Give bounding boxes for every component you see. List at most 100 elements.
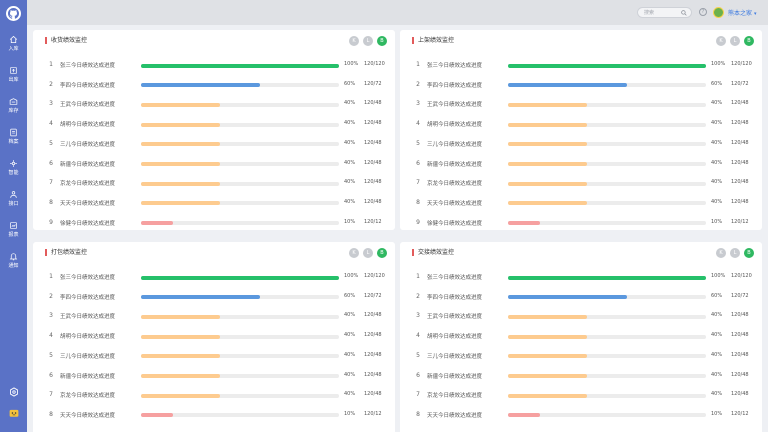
search-input[interactable]: 搜索	[637, 7, 692, 18]
rank-number: 6	[49, 371, 53, 379]
sidebar-item-1[interactable]: 出库	[0, 64, 27, 94]
progress-percent: 40%	[344, 332, 356, 339]
monitor-panel: 收货绩效监控 K L B 1 张三今日绩效达成进度 100% 120/120 2 李四今日绩效达成…	[33, 30, 395, 230]
progress-count: 120/48	[731, 179, 749, 186]
progress-percent: 40%	[344, 179, 356, 186]
avatar[interactable]	[713, 7, 724, 18]
progress-percent: 40%	[711, 332, 723, 339]
progress-percent: 100%	[711, 61, 726, 67]
progress-percent: 100%	[344, 273, 359, 279]
panel-title: 打包绩效监控	[45, 249, 87, 256]
progress-percent: 40%	[344, 159, 356, 166]
rank-number: 7	[416, 391, 420, 399]
progress-count: 120/48	[731, 120, 749, 127]
progress-fill	[141, 334, 221, 339]
list-item: 8 天天今日绩效达成进度 10% 120/12	[33, 405, 395, 425]
row-label: 新疆今日绩效达成进度	[60, 161, 116, 168]
progress-bar	[508, 354, 706, 359]
panel-control-button[interactable]: L	[363, 248, 373, 258]
panel-control-button[interactable]: L	[363, 36, 373, 46]
progress-fill	[508, 201, 588, 206]
sidebar-item-7[interactable]: 通知	[0, 250, 27, 280]
smart-icon	[10, 160, 17, 167]
progress-count: 120/12	[731, 410, 749, 417]
progress-percent: 10%	[711, 218, 723, 225]
panel-control-button[interactable]: K	[716, 248, 726, 258]
rank-number: 8	[416, 410, 420, 418]
sidebar-item-0[interactable]: 入库	[0, 33, 27, 63]
sidebar-item-4[interactable]: 智能	[0, 157, 27, 187]
progress-percent: 100%	[711, 273, 726, 279]
progress-fill	[508, 275, 706, 280]
list-item: 2 李四今日绩效达成进度 60% 120/72	[33, 287, 395, 307]
github-logo-icon[interactable]	[6, 6, 21, 21]
list-item: 3 王武今日绩效达成进度 40% 120/48	[400, 306, 762, 326]
panel-control-button[interactable]: L	[730, 248, 740, 258]
row-label: 王武今日绩效达成进度	[427, 102, 483, 109]
progress-count: 120/48	[731, 312, 749, 319]
progress-count: 120/48	[364, 139, 382, 146]
sidebar-item-5[interactable]: 接口	[0, 188, 27, 218]
panel-control-button[interactable]: B	[377, 36, 387, 46]
panel-control-button[interactable]: K	[349, 36, 359, 46]
row-label: 三儿今日绩效达成进度	[60, 353, 116, 360]
progress-fill	[141, 122, 221, 127]
sidebar-item-3[interactable]: 档案	[0, 126, 27, 156]
progress-bar	[141, 413, 339, 418]
progress-percent: 40%	[344, 139, 356, 146]
rank-number: 3	[49, 312, 53, 320]
rank-number: 2	[49, 80, 53, 88]
search-icon[interactable]	[681, 9, 687, 16]
progress-count: 120/120	[731, 61, 752, 67]
panel-control-button[interactable]: K	[349, 248, 359, 258]
rank-number: 6	[416, 371, 420, 379]
progress-bar	[508, 334, 706, 339]
rank-number: 4	[49, 332, 53, 340]
progress-count: 120/120	[364, 273, 385, 279]
progress-bar	[508, 295, 706, 300]
progress-count: 120/48	[364, 120, 382, 127]
progress-percent: 40%	[344, 198, 356, 205]
panel-control-button[interactable]: K	[716, 36, 726, 46]
panel-control-button[interactable]: B	[744, 248, 754, 258]
progress-fill	[508, 102, 588, 107]
progress-bar	[508, 314, 706, 319]
progress-count: 120/48	[731, 332, 749, 339]
row-label: 天天今日绩效达成进度	[427, 412, 483, 419]
list-item: 6 新疆今日绩效达成进度 40% 120/48	[400, 366, 762, 386]
progress-fill	[141, 102, 221, 107]
progress-fill	[508, 295, 627, 300]
progress-percent: 40%	[344, 391, 356, 398]
progress-fill	[141, 393, 221, 398]
rank-number: 4	[416, 120, 420, 128]
rank-number: 1	[416, 273, 420, 280]
progress-fill	[141, 314, 221, 319]
user-menu[interactable]: 熊本之家 ▾	[728, 8, 756, 17]
panel-control-button[interactable]: L	[730, 36, 740, 46]
monitor-panel: 交接绩效监控 K L B 1 张三今日绩效达成进度 100% 120/120 2 李四今日绩效达成…	[400, 242, 762, 432]
row-label: 李四今日绩效达成进度	[427, 294, 483, 301]
row-label: 天天今日绩效达成进度	[60, 412, 116, 419]
progress-bar	[508, 162, 706, 166]
report-icon	[10, 222, 17, 229]
list-item: 5 三儿今日绩效达成进度 40% 120/48	[400, 346, 762, 366]
list-item: 4 胡明今日绩效达成进度 40% 120/48	[400, 114, 762, 134]
rank-number: 1	[49, 61, 53, 68]
panel-control-button[interactable]: B	[377, 248, 387, 258]
progress-fill	[508, 83, 627, 88]
help-icon[interactable]: ?	[699, 8, 707, 16]
sidebar-item-label: 入库	[8, 46, 19, 52]
export-icon	[10, 67, 17, 74]
settings-icon[interactable]	[0, 387, 27, 397]
sidebar-item-6[interactable]: 报表	[0, 219, 27, 249]
list-item: 2 李四今日绩效达成进度 60% 120/72	[400, 287, 762, 307]
progress-bar	[141, 275, 339, 280]
panel-control-button[interactable]: B	[744, 36, 754, 46]
monitor-panel: 上架绩效监控 K L B 1 张三今日绩效达成进度 100% 120/120 2 李四今日绩效达成…	[400, 30, 762, 230]
rank-number: 1	[49, 273, 53, 280]
rank-number: 4	[416, 332, 420, 340]
sidebar-item-2[interactable]: 库存	[0, 95, 27, 125]
mascot-icon[interactable]	[0, 408, 27, 418]
list-item: 1 张三今日绩效达成进度 100% 120/120	[33, 55, 395, 75]
panel-title: 收货绩效监控	[45, 37, 87, 44]
